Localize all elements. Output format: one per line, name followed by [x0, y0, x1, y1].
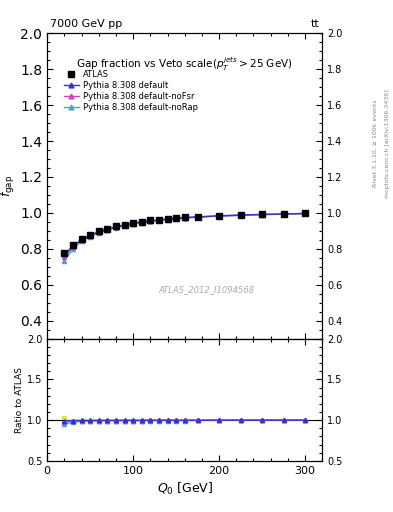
Text: tt: tt [311, 19, 320, 29]
Text: ATLAS_2012_I1094568: ATLAS_2012_I1094568 [159, 285, 255, 294]
Y-axis label: Ratio to ATLAS: Ratio to ATLAS [15, 367, 24, 433]
X-axis label: $Q_0$ [GeV]: $Q_0$ [GeV] [156, 481, 213, 497]
Legend: ATLAS, Pythia 8.308 default, Pythia 8.308 default-noFsr, Pythia 8.308 default-no: ATLAS, Pythia 8.308 default, Pythia 8.30… [62, 68, 200, 114]
Text: Gap fraction vs Veto scale($p_T^{jets}$$>$25 GeV): Gap fraction vs Veto scale($p_T^{jets}$$… [76, 55, 293, 73]
Text: mcplots.cern.ch [arXiv:1306.3436]: mcplots.cern.ch [arXiv:1306.3436] [385, 89, 389, 198]
Y-axis label: $f_\mathrm{gap}$: $f_\mathrm{gap}$ [0, 175, 17, 197]
Text: Rivet 3.1.10, ≥ 100k events: Rivet 3.1.10, ≥ 100k events [373, 99, 378, 187]
Text: 7000 GeV pp: 7000 GeV pp [50, 19, 122, 29]
